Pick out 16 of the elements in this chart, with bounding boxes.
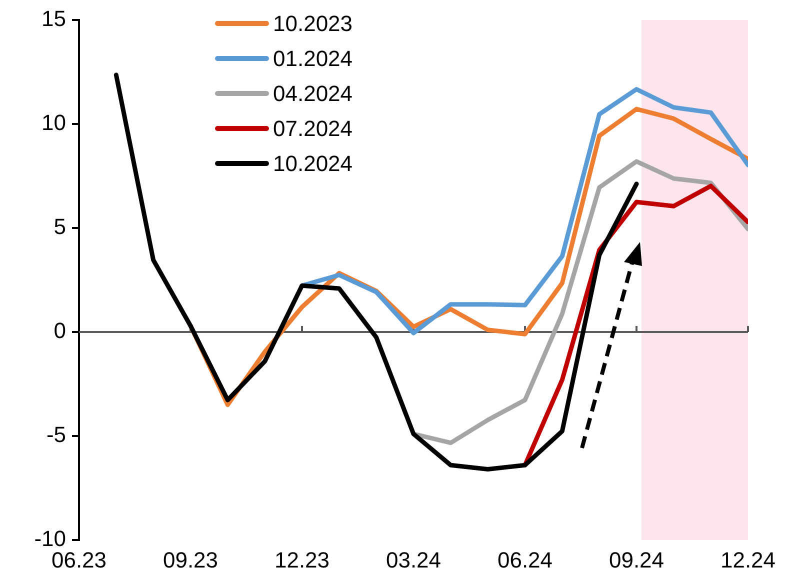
y-tick-label: -5 <box>46 422 66 448</box>
legend-label: 04.2024 <box>273 80 353 106</box>
y-tick-label: 15 <box>42 6 66 32</box>
legend-label: 10.2024 <box>273 150 353 176</box>
x-tick-label: 12.23 <box>274 547 330 572</box>
legend-label: 01.2024 <box>273 46 353 72</box>
legend-label: 07.2024 <box>273 116 353 142</box>
x-tick-label: 09.24 <box>608 547 664 572</box>
x-tick-label: 03.24 <box>386 547 442 572</box>
x-tick-label: 12.24 <box>720 547 776 572</box>
legend-label: 10.2023 <box>273 10 353 36</box>
y-tick-label: 10 <box>42 110 66 136</box>
y-tick-label: 5 <box>54 214 66 240</box>
x-tick-label: 09.23 <box>162 547 218 572</box>
y-tick-label: 0 <box>54 318 66 344</box>
x-tick-label: 06.24 <box>497 547 553 572</box>
